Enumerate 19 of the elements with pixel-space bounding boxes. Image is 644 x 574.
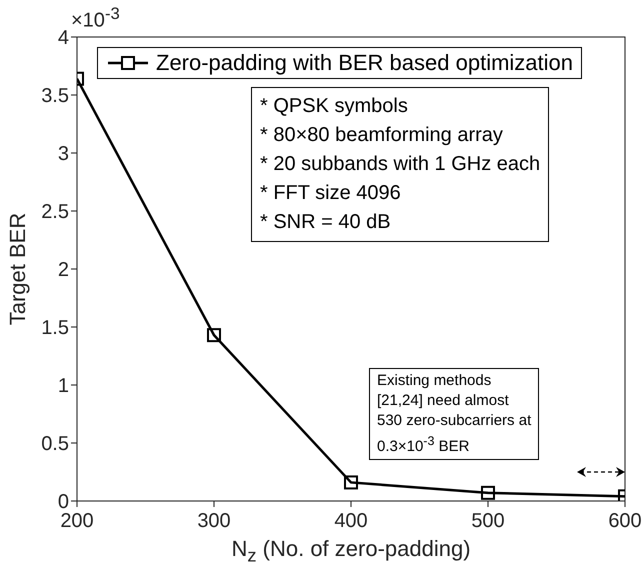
y-tick-label: 3 xyxy=(58,143,69,166)
x-tick-label: 300 xyxy=(197,510,231,532)
text: ×10$^{-3}$ xyxy=(71,4,120,33)
y-axis-title: Target BER xyxy=(5,212,31,325)
y-tick-label: 3.5 xyxy=(41,85,69,108)
annotation: * QPSK symbols * 80×80 beamforming array * 20 subbands with 1 GHz each * FFT size 4096 * SNR = 40 dB xyxy=(251,87,550,242)
annotation: Existing methods [21,24] need almost 530 zero-subcarriers at 0.3×10$^{-3}$ BER xyxy=(369,368,540,460)
x-tick-label: 600 xyxy=(608,510,642,532)
x-axis-title: N$_{z}$ (No. of zero-padding) xyxy=(230,536,472,566)
y-tick-label: 2.5 xyxy=(41,201,69,224)
y-tick-label: 1 xyxy=(58,375,69,398)
y-tick-label: 1.5 xyxy=(41,317,69,340)
y-tick-label: 0.5 xyxy=(41,433,69,456)
x-tick-label: 500 xyxy=(471,510,505,532)
point xyxy=(344,475,358,490)
y-tick-label: 2 xyxy=(58,259,69,282)
x-tick-label: 400 xyxy=(334,510,368,532)
y-tick-label: 4 xyxy=(58,27,69,50)
legend-label: Zero-padding with BER based optimization xyxy=(156,50,574,76)
